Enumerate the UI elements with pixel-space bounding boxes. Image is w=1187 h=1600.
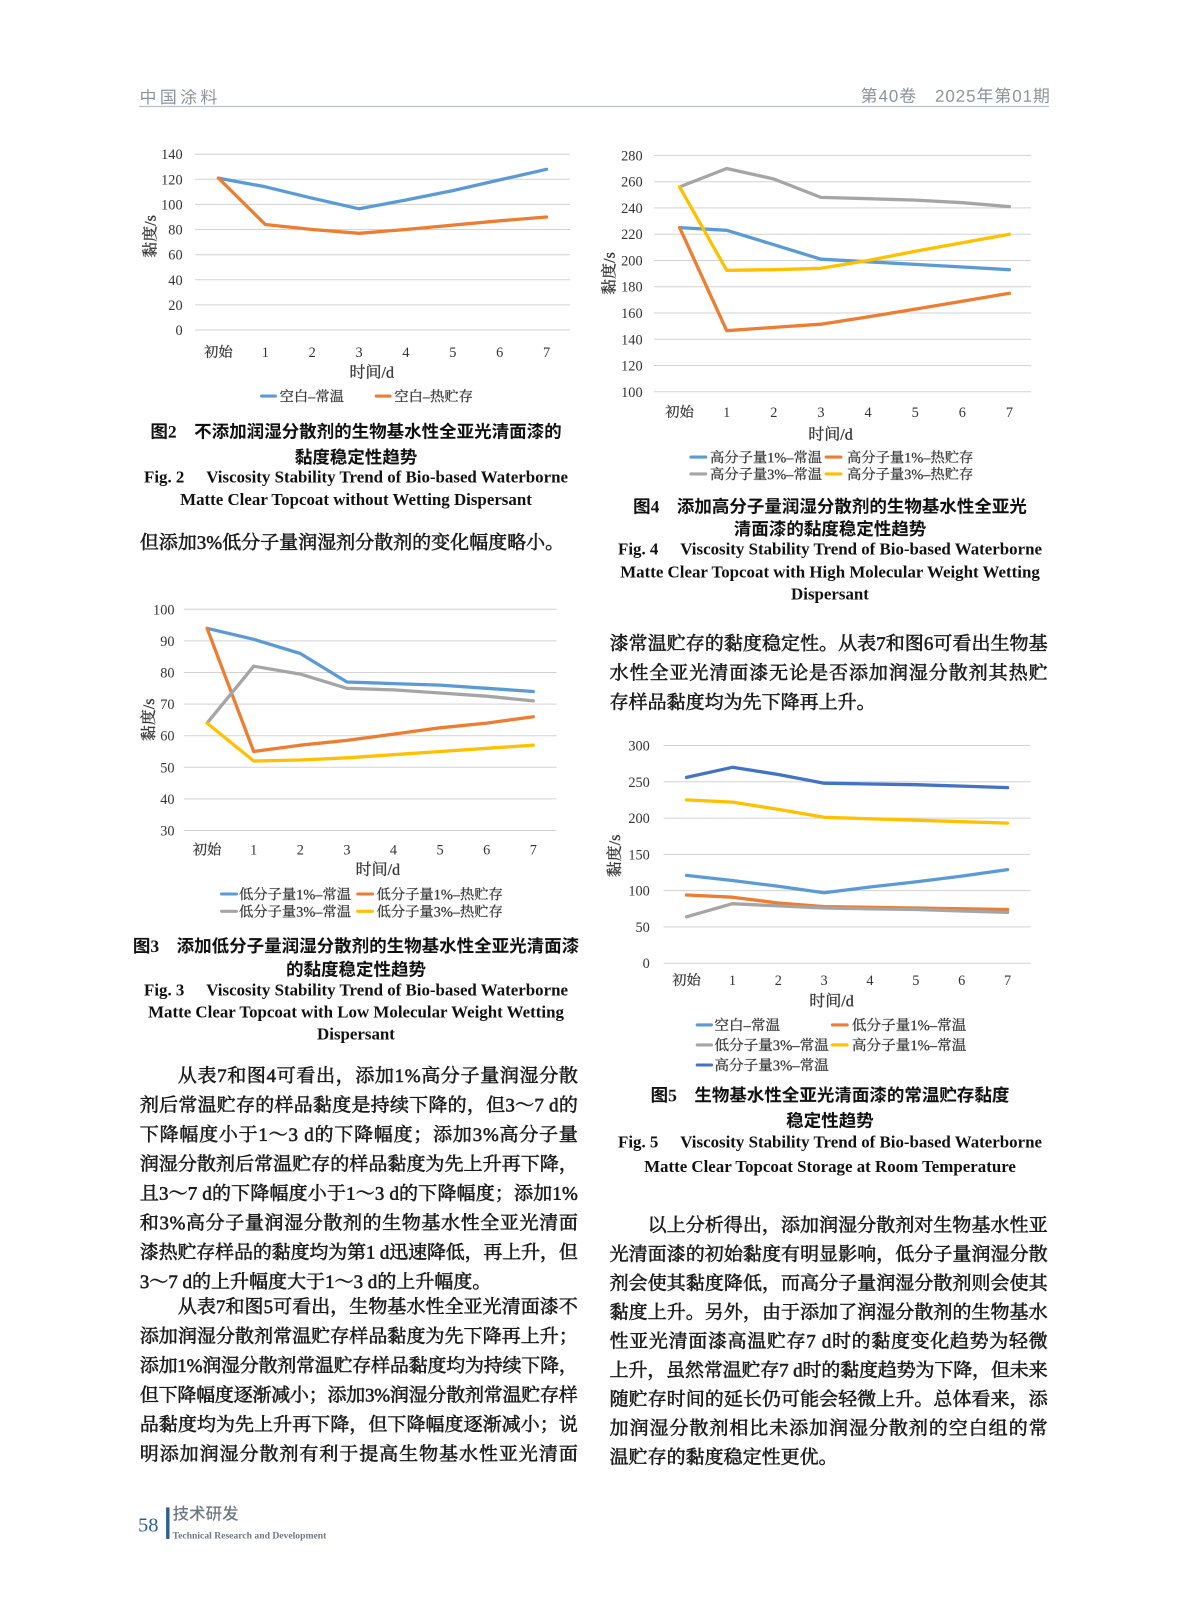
svg-text:60: 60 [168,248,182,264]
svg-text:100: 100 [153,602,174,618]
svg-text:6: 6 [496,345,503,361]
svg-text:7: 7 [1006,405,1013,421]
svg-text:100: 100 [628,884,649,900]
svg-text:0: 0 [175,323,182,339]
svg-text:300: 300 [628,739,649,755]
svg-text:20: 20 [168,298,182,314]
svg-text:240: 240 [621,201,642,217]
svg-text:Fig. 5: Fig. 5 [618,1133,658,1152]
svg-text:3: 3 [821,973,828,989]
svg-text:7: 7 [1004,973,1011,989]
svg-text:140: 140 [621,332,642,348]
svg-text:280: 280 [621,148,642,164]
svg-text:58: 58 [138,1515,159,1537]
svg-text:150: 150 [628,847,649,863]
svg-text:4: 4 [402,345,409,361]
svg-text:Viscosity Stability Trend of B: Viscosity Stability Trend of Bio-based W… [680,539,1042,558]
svg-text:90: 90 [160,634,174,650]
svg-text:5: 5 [437,843,444,859]
svg-text:70: 70 [160,697,174,713]
svg-text:Matte Clear Topcoat without We: Matte Clear Topcoat without Wetting Disp… [180,490,532,509]
svg-text:4: 4 [866,973,873,989]
svg-text:200: 200 [621,254,642,270]
svg-text:5: 5 [449,345,456,361]
svg-text:180: 180 [621,280,642,296]
svg-text:Viscosity Stability Trend of B: Viscosity Stability Trend of Bio-based W… [680,1133,1042,1152]
svg-text:Fig. 2: Fig. 2 [144,468,184,487]
svg-text:3: 3 [343,843,350,859]
svg-text:2: 2 [775,973,782,989]
svg-text:6: 6 [958,973,965,989]
svg-text:Viscosity Stability Trend of B: Viscosity Stability Trend of Bio-based W… [206,980,568,999]
svg-text:1: 1 [723,405,730,421]
svg-text:6: 6 [959,405,966,421]
svg-text:2: 2 [309,345,316,361]
svg-text:200: 200 [628,811,649,827]
svg-text:2: 2 [770,405,777,421]
svg-text:260: 260 [621,175,642,191]
svg-text:160: 160 [621,306,642,322]
svg-text:140: 140 [161,147,182,163]
svg-text:1: 1 [262,345,269,361]
svg-text:Dispersant: Dispersant [317,1024,395,1043]
svg-text:5: 5 [912,973,919,989]
svg-text:3: 3 [356,345,363,361]
svg-text:250: 250 [628,775,649,791]
svg-text:Matte Clear Topcoat Storage at: Matte Clear Topcoat Storage at Room Temp… [644,1157,1016,1176]
svg-text:Matte Clear Topcoat with High: Matte Clear Topcoat with High Molecular … [620,563,1040,582]
svg-text:50: 50 [160,760,174,776]
svg-text:30: 30 [160,824,174,840]
svg-text:1: 1 [250,843,257,859]
svg-text:6: 6 [483,843,490,859]
svg-text:0: 0 [643,956,650,972]
svg-text:3: 3 [817,405,824,421]
svg-text:100: 100 [621,385,642,401]
svg-text:Technical Research and Develop: Technical Research and Development [173,1530,328,1541]
svg-text:100: 100 [161,197,182,213]
svg-text:220: 220 [621,227,642,243]
svg-text:40: 40 [160,792,174,808]
svg-text:Viscosity Stability Trend of B: Viscosity Stability Trend of Bio-based W… [206,468,568,487]
svg-text:120: 120 [161,172,182,188]
svg-text:40: 40 [168,273,182,289]
svg-text:Fig. 3: Fig. 3 [144,980,184,999]
svg-text:120: 120 [621,359,642,375]
svg-text:1: 1 [729,973,736,989]
svg-text:50: 50 [636,920,650,936]
svg-text:4: 4 [390,843,397,859]
svg-text:4: 4 [865,405,872,421]
svg-text:7: 7 [530,843,537,859]
svg-text:80: 80 [160,666,174,682]
svg-text:80: 80 [168,223,182,239]
svg-text:60: 60 [160,729,174,745]
svg-text:Matte Clear Topcoat with Low M: Matte Clear Topcoat with Low Molecular W… [148,1003,564,1022]
svg-text:7: 7 [543,345,550,361]
svg-text:Dispersant: Dispersant [791,585,869,604]
svg-text:2: 2 [297,843,304,859]
svg-text:Fig. 4: Fig. 4 [618,539,659,558]
svg-text:5: 5 [912,405,919,421]
